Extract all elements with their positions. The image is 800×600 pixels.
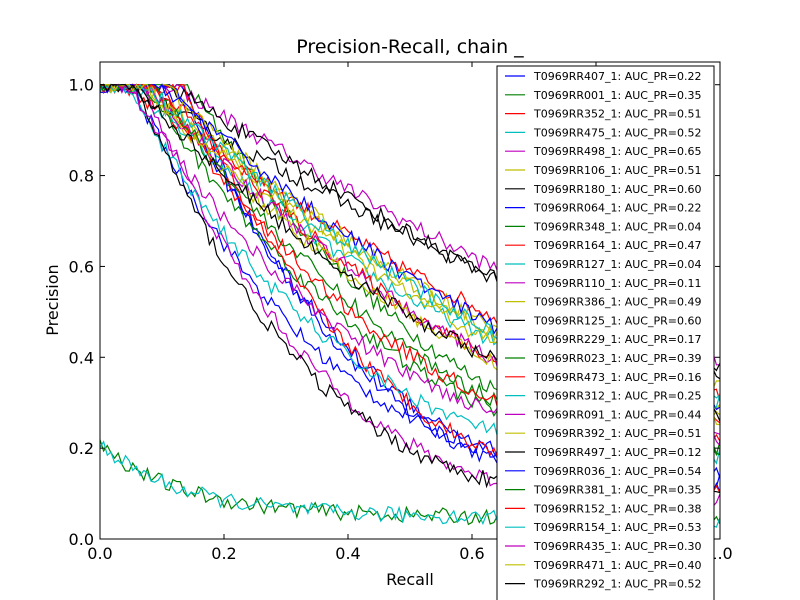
legend-entry: T0969RR229_1: AUC_PR=0.17 — [533, 333, 701, 346]
legend-entry: T0969RR386_1: AUC_PR=0.49 — [533, 296, 701, 309]
x-tick-label: 0.2 — [211, 544, 236, 563]
legend-entry: T0969RR471_1: AUC_PR=0.40 — [533, 559, 701, 572]
legend-entry: T0969RR001_1: AUC_PR=0.35 — [533, 89, 701, 102]
chart-title: Precision-Recall, chain _ — [296, 36, 524, 58]
y-axis-ticks: 0.0 0.2 0.4 0.6 0.8 1.0 — [69, 76, 720, 549]
legend-entry: T0969RR064_1: AUC_PR=0.22 — [533, 202, 701, 215]
legend-entry: T0969RR475_1: AUC_PR=0.52 — [533, 126, 701, 139]
legend-entry: T0969RR152_1: AUC_PR=0.38 — [533, 502, 701, 515]
legend-entry: T0969RR023_1: AUC_PR=0.39 — [533, 352, 701, 365]
y-tick-label: 0.6 — [69, 257, 94, 276]
plot-frame — [99, 61, 721, 540]
legend-entry: T0969RR154_1: AUC_PR=0.53 — [533, 521, 701, 534]
y-tick-label: 0.0 — [69, 530, 94, 549]
legend-entry: T0969RR381_1: AUC_PR=0.35 — [533, 484, 701, 497]
y-axis-label: Precision — [43, 264, 62, 335]
legend-entry: T0969RR348_1: AUC_PR=0.04 — [533, 220, 701, 233]
legend-entry: T0969RR312_1: AUC_PR=0.25 — [533, 390, 701, 403]
y-tick-label: 0.2 — [69, 439, 94, 458]
legend-entry: T0969RR091_1: AUC_PR=0.44 — [533, 408, 701, 421]
legend-entry: T0969RR292_1: AUC_PR=0.52 — [533, 578, 701, 591]
legend-entry: T0969RR180_1: AUC_PR=0.60 — [533, 183, 701, 196]
legend-entry: T0969RR125_1: AUC_PR=0.60 — [533, 314, 701, 327]
x-tick-label: 0.0 — [87, 544, 112, 563]
y-tick-label: 0.4 — [69, 348, 94, 367]
legend-entry: T0969RR498_1: AUC_PR=0.65 — [533, 145, 701, 158]
legend-entry: T0969RR473_1: AUC_PR=0.16 — [533, 371, 701, 384]
legend-entry: T0969RR407_1: AUC_PR=0.22 — [533, 70, 701, 83]
legend: T0969RR407_1: AUC_PR=0.22 T0969RR001_1: A… — [496, 65, 715, 600]
y-tick-label: 0.8 — [69, 167, 94, 186]
legend-box — [496, 65, 715, 600]
x-tick-label: 0.4 — [335, 544, 360, 563]
legend-entry: T0969RR497_1: AUC_PR=0.12 — [533, 446, 701, 459]
legend-entry: T0969RR435_1: AUC_PR=0.30 — [533, 540, 701, 553]
legend-entry: T0969RR036_1: AUC_PR=0.54 — [533, 465, 701, 478]
legend-entry: T0969RR110_1: AUC_PR=0.11 — [533, 277, 701, 290]
x-tick-label: 0.6 — [459, 544, 484, 563]
y-tick-label: 1.0 — [69, 76, 94, 95]
legend-entry: T0969RR392_1: AUC_PR=0.51 — [533, 427, 701, 440]
legend-entry: T0969RR352_1: AUC_PR=0.51 — [533, 108, 701, 121]
legend-entry: T0969RR164_1: AUC_PR=0.47 — [533, 239, 701, 252]
x-axis-label: Recall — [386, 570, 434, 589]
legend-entry: T0969RR127_1: AUC_PR=0.04 — [533, 258, 701, 271]
legend-entry: T0969RR106_1: AUC_PR=0.51 — [533, 164, 701, 177]
